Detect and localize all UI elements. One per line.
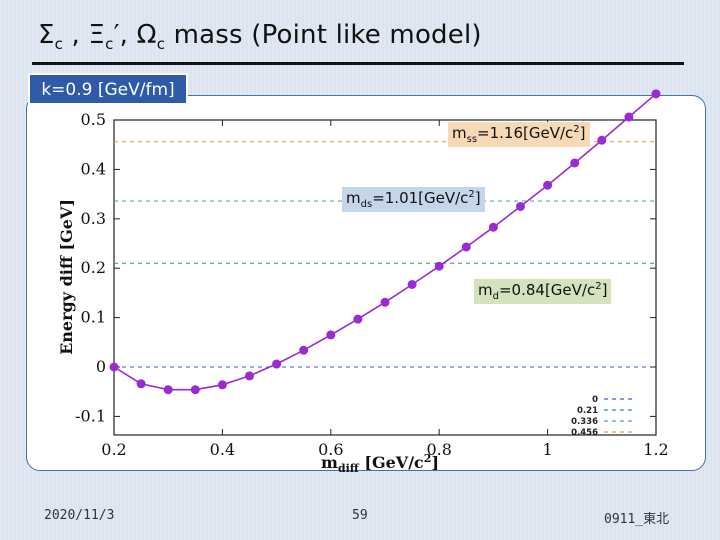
- footer-page-number: 59: [352, 508, 368, 523]
- k-parameter-label: k=0.9 [GeV/fm]: [28, 73, 188, 105]
- data-point: [516, 201, 525, 211]
- y-tick-label: 0.4: [81, 159, 106, 178]
- y-tick-label: 0.2: [81, 258, 106, 277]
- plot-axes-box: [113, 119, 657, 436]
- data-point: [217, 380, 227, 390]
- title-underline: [32, 62, 684, 65]
- annotation-mss: mss=1.16[GeV/c2]: [448, 122, 590, 147]
- data-point: [488, 222, 498, 232]
- data-point: [434, 261, 444, 271]
- annotation-md: md=0.84[GeV/c2]: [474, 279, 612, 304]
- data-point: [136, 379, 146, 389]
- legend-label: 0.456: [571, 428, 598, 438]
- y-tick-label: -0.1: [75, 406, 106, 425]
- data-point: [543, 180, 553, 190]
- annotation-mds: mds=1.01[GeV/c2]: [342, 187, 485, 212]
- data-point: [651, 89, 661, 99]
- x-tick-label: 1.2: [643, 440, 668, 459]
- footer-tag: 0911_東北: [604, 512, 670, 527]
- legend-label: 0.336: [571, 417, 598, 427]
- data-point: [299, 345, 309, 355]
- data-point: [109, 362, 119, 372]
- y-tick-label: 0.3: [81, 209, 106, 228]
- x-tick-label: 0.6: [318, 440, 343, 459]
- y-axis-title: Energy diff [GeV]: [57, 199, 76, 355]
- data-point: [570, 158, 580, 168]
- y-tick-label: 0: [96, 357, 106, 376]
- legend-label: 0: [592, 395, 598, 405]
- data-point: [326, 330, 336, 340]
- x-tick-label: 1: [543, 440, 553, 459]
- y-tick-label: 0.1: [81, 308, 106, 327]
- data-point: [190, 385, 200, 395]
- slide-title: Σc , Ξc′, Ωc mass (Point like model): [38, 20, 482, 54]
- x-tick-label: 0.8: [426, 440, 451, 459]
- y-tick-label: 0.5: [81, 110, 106, 129]
- data-point: [461, 242, 471, 252]
- data-point: [624, 112, 634, 122]
- x-tick-label: 0.4: [210, 440, 235, 459]
- legend-label: 0.21: [577, 406, 598, 416]
- data-point: [272, 359, 282, 369]
- data-point: [353, 314, 363, 324]
- data-point: [245, 371, 254, 381]
- footer-date: 2020/11/3: [44, 508, 115, 523]
- data-point: [380, 297, 390, 307]
- data-point: [407, 280, 417, 290]
- data-point: [597, 135, 607, 145]
- data-point: [163, 385, 173, 395]
- x-axis-title: mdiff [GeV/c2]: [321, 452, 439, 475]
- x-tick-label: 0.2: [101, 440, 126, 459]
